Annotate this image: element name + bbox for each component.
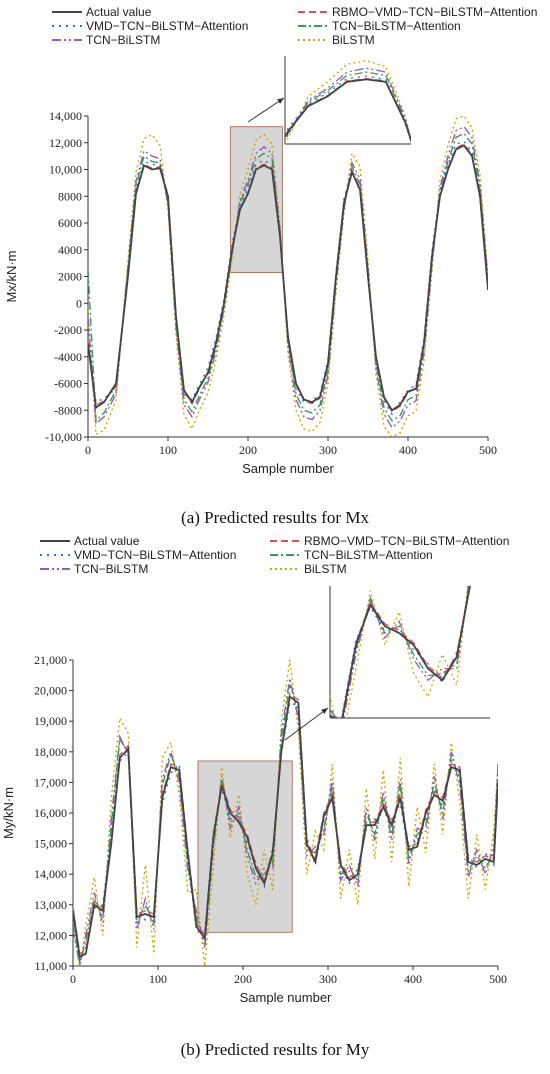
x-tick-label-1: 100 bbox=[159, 443, 177, 457]
zoom-region bbox=[229, 126, 283, 273]
y-tick-label-6: 17,000 bbox=[34, 775, 67, 789]
x-tick-label-3: 300 bbox=[319, 443, 337, 457]
legend-label-4: TCN−BiLSTM bbox=[74, 562, 148, 576]
legend-label-3: TCN−BiLSTM−Attention bbox=[332, 19, 461, 33]
inset-series-line-0 bbox=[285, 78, 411, 144]
y-tick-label-0: -10,000 bbox=[45, 430, 82, 444]
inset-series-line-3 bbox=[330, 586, 470, 718]
series-line-3 bbox=[88, 132, 488, 423]
x-tick-label-1: 100 bbox=[149, 972, 167, 986]
y-tick-label-4: 15,000 bbox=[34, 837, 67, 851]
y-tick-label-0: 11,000 bbox=[34, 959, 67, 973]
y-tick-label-11: 12,000 bbox=[49, 136, 82, 150]
y-tick-label-1: 12,000 bbox=[34, 928, 67, 942]
y-tick-label-12: 14,000 bbox=[49, 109, 82, 123]
series-line-5 bbox=[73, 659, 498, 966]
legend-label-3: TCN−BiLSTM−Attention bbox=[304, 548, 433, 562]
y-tick-label-8: 6000 bbox=[58, 216, 82, 230]
caption-a: (a) Predicted results for Mx bbox=[0, 508, 550, 528]
x-tick-label-0: 0 bbox=[70, 972, 76, 986]
legend-label-0: Actual value bbox=[74, 534, 140, 548]
y-tick-label-10: 10,000 bbox=[49, 163, 82, 177]
x-axis-label: Sample number bbox=[242, 461, 334, 476]
legend-label-0: Actual value bbox=[86, 5, 152, 19]
x-tick-label-4: 400 bbox=[399, 443, 417, 457]
zoom-inset bbox=[329, 586, 490, 719]
x-tick-label-3: 300 bbox=[319, 972, 337, 986]
x-axis-label: Sample number bbox=[240, 990, 332, 1005]
y-tick-label-4: -2000 bbox=[54, 323, 82, 337]
x-tick-label-0: 0 bbox=[85, 443, 91, 457]
legend-label-5: BiLSTM bbox=[332, 33, 375, 47]
y-tick-label-2: 13,000 bbox=[34, 898, 67, 912]
legend: Actual value RBMO−VMD−TCN−BiLSTM−Attentio… bbox=[52, 5, 537, 47]
caption-a-text: Predicted results for Mx bbox=[199, 508, 369, 527]
y-tick-label-3: -4000 bbox=[54, 350, 82, 364]
zoom-arrow-head bbox=[277, 98, 284, 104]
caption-a-letter: (a) bbox=[181, 508, 200, 527]
caption-b-text: Predicted results for My bbox=[200, 1040, 370, 1059]
legend-label-2: VMD−TCN−BiLSTM−Attention bbox=[74, 548, 236, 562]
legend-label-1: RBMO−VMD−TCN−BiLSTM−Attention bbox=[304, 534, 509, 548]
y-tick-label-7: 18,000 bbox=[34, 745, 67, 759]
y-tick-label-3: 14,000 bbox=[34, 867, 67, 881]
inset-series-line-0 bbox=[330, 586, 471, 718]
caption-b-letter: (b) bbox=[180, 1040, 201, 1059]
series-line-2 bbox=[88, 140, 488, 416]
caption-b: (b) Predicted results for My bbox=[0, 1040, 550, 1060]
series-line-1 bbox=[88, 143, 488, 413]
y-tick-label-5: 16,000 bbox=[34, 806, 67, 820]
x-tick-label-5: 500 bbox=[489, 972, 507, 986]
zoom-arrow-head bbox=[321, 708, 328, 715]
legend-label-1: RBMO−VMD−TCN−BiLSTM−Attention bbox=[332, 5, 537, 19]
series-line-0 bbox=[73, 695, 498, 959]
y-tick-label-6: 2000 bbox=[58, 270, 82, 284]
x-tick-label-2: 200 bbox=[239, 443, 257, 457]
zoom-inset bbox=[284, 56, 411, 145]
y-tick-label-2: -6000 bbox=[54, 377, 82, 391]
y-tick-label-7: 4000 bbox=[58, 243, 82, 257]
x-tick-label-5: 500 bbox=[479, 443, 497, 457]
y-tick-label-9: 20,000 bbox=[34, 684, 67, 698]
y-tick-label-5: 0 bbox=[76, 296, 82, 310]
legend-label-4: TCN−BiLSTM bbox=[86, 33, 160, 47]
legend: Actual value RBMO−VMD−TCN−BiLSTM−Attentio… bbox=[40, 534, 509, 576]
y-axis-label: My/kN·m bbox=[1, 787, 16, 839]
legend-label-5: BiLSTM bbox=[304, 562, 347, 576]
series-line-5 bbox=[88, 115, 488, 437]
inset-series-line-4 bbox=[330, 586, 469, 718]
chart-mx: Actual value RBMO−VMD−TCN−BiLSTM−Attentio… bbox=[4, 5, 537, 476]
legend-label-2: VMD−TCN−BiLSTM−Attention bbox=[86, 19, 248, 33]
y-tick-label-10: 21,000 bbox=[34, 653, 67, 667]
y-tick-label-8: 19,000 bbox=[34, 714, 67, 728]
y-tick-label-9: 8000 bbox=[58, 189, 82, 203]
y-tick-label-1: -8000 bbox=[54, 403, 82, 417]
x-tick-label-4: 400 bbox=[404, 972, 422, 986]
series-line-4 bbox=[88, 125, 488, 429]
chart-my: Actual value RBMO−VMD−TCN−BiLSTM−Attentio… bbox=[1, 534, 509, 1005]
y-axis-label: Mx/kN·m bbox=[4, 251, 19, 303]
zoom-arrow bbox=[284, 707, 329, 741]
series-line-0 bbox=[88, 144, 488, 412]
zoom-arrow bbox=[247, 97, 285, 123]
x-tick-label-2: 200 bbox=[234, 972, 252, 986]
